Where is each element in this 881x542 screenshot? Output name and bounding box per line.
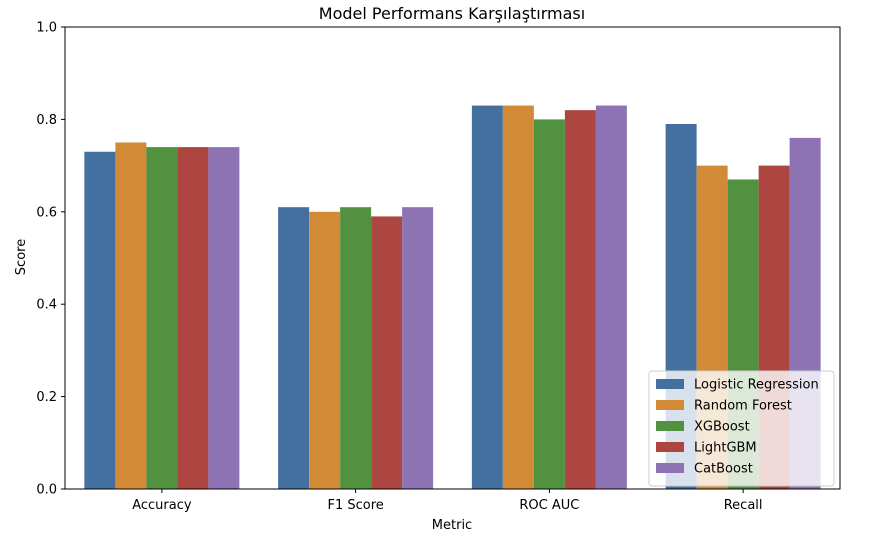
legend-swatch xyxy=(656,463,684,473)
y-tick-label: 0.6 xyxy=(36,205,57,220)
bar-xgboost-accuracy xyxy=(146,147,178,489)
y-tick-label: 0.4 xyxy=(36,298,57,313)
x-tick-label: Recall xyxy=(724,498,763,513)
bar-lightgbm-f1-score xyxy=(371,216,403,490)
bar-catboost-accuracy xyxy=(208,147,240,489)
bar-logistic-regression-accuracy xyxy=(84,151,116,490)
legend-label: Logistic Regression xyxy=(694,378,819,393)
y-axis-title: Score xyxy=(14,239,29,275)
x-tick-label: Accuracy xyxy=(132,498,192,513)
y-tick-label: 0.2 xyxy=(36,390,57,405)
bar-catboost-f1-score xyxy=(402,207,434,489)
y-tick-label: 0.0 xyxy=(36,483,57,498)
bar-lightgbm-accuracy xyxy=(177,147,209,489)
legend-box xyxy=(648,370,835,487)
chart-title: Model Performans Karşılaştırması xyxy=(319,4,585,23)
y-axis: 0.0 0.2 0.4 0.6 0.8 1.0 xyxy=(36,21,65,498)
legend: Logistic Regression Random Forest XGBoost L… xyxy=(648,370,835,487)
bar-catboost-roc-auc xyxy=(595,105,627,489)
bar-random-forest-accuracy xyxy=(115,142,147,489)
x-tick-label: ROC AUC xyxy=(519,498,579,513)
bar-logistic-regression-roc-auc xyxy=(471,105,503,489)
legend-label: Random Forest xyxy=(694,399,792,414)
x-axis-title: Metric xyxy=(432,518,472,533)
y-tick-label: 1.0 xyxy=(36,21,57,36)
y-tick-label: 0.8 xyxy=(36,113,57,128)
legend-label: LightGBM xyxy=(694,441,757,456)
bar-random-forest-f1-score xyxy=(309,211,341,490)
legend-label: XGBoost xyxy=(694,420,750,435)
legend-swatch xyxy=(656,400,684,410)
bar-xgboost-roc-auc xyxy=(533,119,565,490)
bar-random-forest-roc-auc xyxy=(502,105,534,489)
x-tick-label: F1 Score xyxy=(327,498,383,513)
legend-swatch xyxy=(656,421,684,431)
legend-swatch xyxy=(656,379,684,389)
bar-logistic-regression-f1-score xyxy=(278,207,310,489)
legend-label: CatBoost xyxy=(694,462,753,477)
plot-frame xyxy=(64,26,841,490)
bar-xgboost-f1-score xyxy=(340,207,372,489)
bar-lightgbm-roc-auc xyxy=(564,110,596,489)
legend-swatch xyxy=(656,442,684,452)
x-axis: Accuracy F1 Score ROC AUC Recall xyxy=(132,489,763,513)
